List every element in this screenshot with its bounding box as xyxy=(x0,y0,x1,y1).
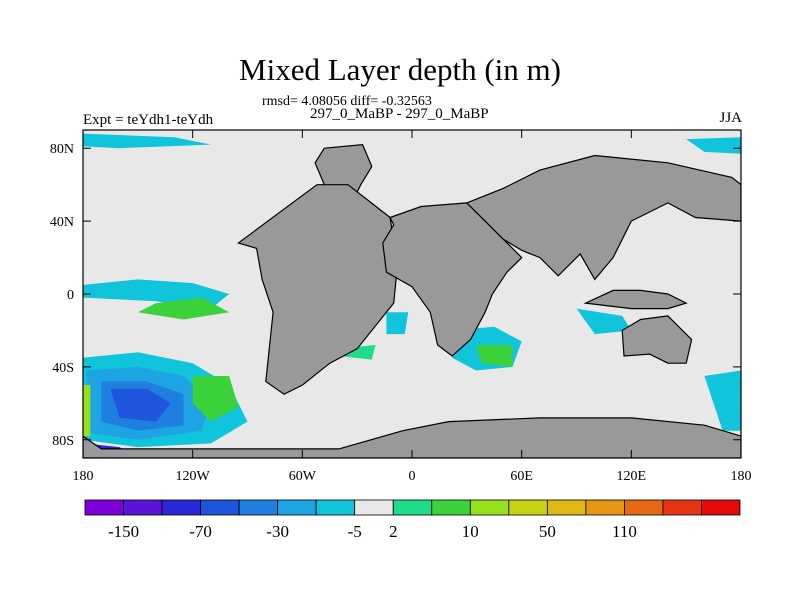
colorbar-swatch xyxy=(392,499,433,516)
anomaly-patch xyxy=(386,312,409,335)
colorbar-swatch xyxy=(277,499,317,516)
x-tick-label: 180 xyxy=(731,469,752,484)
y-tick-label: 80S xyxy=(52,434,74,449)
y-tick-label: 0 xyxy=(67,288,74,303)
colorbar: -150 -70 -30 -5 2 10 50 110 xyxy=(84,499,741,541)
colorbar-label: -150 xyxy=(108,522,139,541)
colorbar-swatch xyxy=(161,499,201,516)
colorbar-swatch xyxy=(123,499,163,516)
anomaly-patch xyxy=(686,137,741,154)
colorbar-swatch xyxy=(585,499,625,516)
colorbar-swatch xyxy=(546,499,587,516)
colorbar-swatch xyxy=(84,499,124,516)
anomaly-patch xyxy=(83,385,91,437)
colorbar-swatch xyxy=(200,499,240,516)
colorbar-label: -5 xyxy=(348,522,362,541)
y-tick-label: 40S xyxy=(52,361,74,376)
colorbar-label: -70 xyxy=(189,522,212,541)
colorbar-swatch xyxy=(431,499,471,516)
colorbar-swatch xyxy=(624,499,664,516)
x-tick-label: 0 xyxy=(409,469,416,484)
x-tick-label: 120E xyxy=(617,469,647,484)
anomaly-patch xyxy=(476,345,513,367)
land-region xyxy=(583,289,688,310)
land-mask xyxy=(83,143,741,458)
colorbar-label: 50 xyxy=(539,522,556,541)
x-tick-label: 60E xyxy=(510,469,533,484)
experiment-label: Expt = teYdh1-teYdh xyxy=(83,112,214,128)
anomaly-patch xyxy=(576,308,632,335)
map-area xyxy=(83,130,741,458)
axis-ticks: 180 120W 60W 0 60E 120E 180 80S 40S 0 40N 80N xyxy=(50,130,752,484)
colorbar-swatch xyxy=(354,499,394,516)
anomaly-patch xyxy=(110,388,171,422)
colorbar-swatch xyxy=(701,499,741,516)
colorbar-label: -30 xyxy=(266,522,289,541)
colorbar-swatch xyxy=(469,499,510,516)
colorbar-label: 2 xyxy=(389,522,398,541)
x-tick-label: 120W xyxy=(176,469,211,484)
colorbar-label: 110 xyxy=(612,522,637,541)
x-tick-label: 60W xyxy=(289,469,317,484)
y-tick-label: 40N xyxy=(50,215,74,230)
land-region xyxy=(83,417,741,458)
colorbar-swatch xyxy=(315,499,356,516)
colorbar-label: 10 xyxy=(462,522,479,541)
anomaly-patch xyxy=(137,297,230,320)
case-label: 297_0_MaBP - 297_0_MaBP xyxy=(310,106,489,122)
chart-title: Mixed Layer depth (in m) xyxy=(239,52,561,87)
land-region xyxy=(621,315,693,364)
colorbar-swatch xyxy=(508,499,548,516)
anomaly-patch xyxy=(83,133,211,149)
colorbar-swatch xyxy=(238,499,279,516)
stats-label: rmsd= 4.08056 diff= -0.32563 xyxy=(262,94,432,109)
land-region xyxy=(465,154,741,281)
y-tick-label: 80N xyxy=(50,142,74,157)
season-label: JJA xyxy=(719,110,742,126)
x-tick-label: 180 xyxy=(73,469,94,484)
colorbar-swatch xyxy=(662,499,702,516)
anomaly-patch xyxy=(192,376,239,422)
anomaly-patch xyxy=(704,370,741,431)
